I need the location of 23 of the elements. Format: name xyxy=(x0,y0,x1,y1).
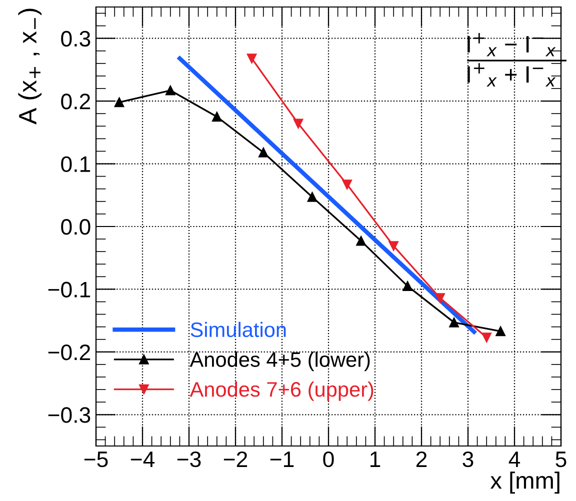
x-tick-label: −1 xyxy=(270,452,294,467)
y-tick-label: −0.1 xyxy=(48,282,90,298)
x-tick-label: 3 xyxy=(462,451,474,468)
legend-label: Simulation xyxy=(190,322,286,338)
x-tick-label: 4 xyxy=(508,452,520,467)
x-tick-label: 5 xyxy=(556,452,566,468)
legend-label: Anodes 4+5 (lower) xyxy=(190,352,370,372)
y-tick-label: 0.1 xyxy=(61,156,90,172)
x-tick-label: −3 xyxy=(177,451,201,468)
legend-label: Anodes 7+6 (upper) xyxy=(190,381,374,401)
x-tick-label: −2 xyxy=(224,451,248,467)
x-tick-label: −5 xyxy=(84,452,108,468)
x-tick-label: 0 xyxy=(323,451,334,468)
y-tick-label: −0.2 xyxy=(48,344,90,360)
x-tick-label: 1 xyxy=(370,452,380,467)
x-tick-label: −4 xyxy=(130,452,155,467)
y-tick-label: −0.3 xyxy=(48,407,90,423)
y-tick-label: 0.2 xyxy=(61,94,90,110)
y-axis-title: A (x$_{+}$ , x$_{−}$) xyxy=(18,8,42,124)
y-tick-label: 0.3 xyxy=(61,30,90,47)
x-tick-label: 2 xyxy=(416,451,427,467)
x-axis-title: x [mm] xyxy=(490,472,560,494)
y-tick-label: 0.0 xyxy=(61,219,90,235)
